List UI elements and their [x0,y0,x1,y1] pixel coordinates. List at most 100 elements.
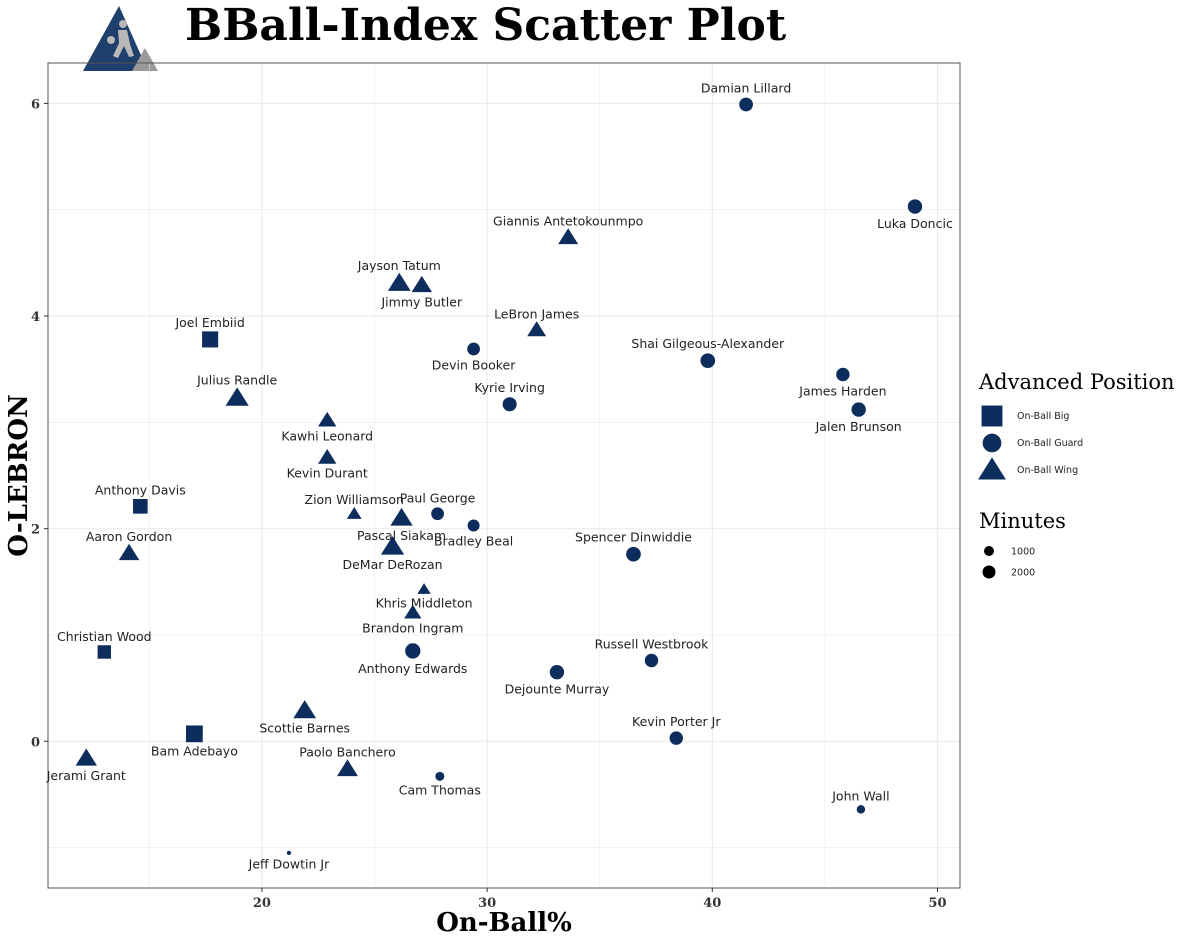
legend-label: On-Ball Big [1017,411,1069,422]
legend-key-circle [982,433,1002,453]
legend-label: On-Ball Guard [1017,438,1083,449]
label-luka-doncic: Luka Doncic [877,216,953,231]
point-jerami-grant [75,748,97,766]
point-shai-gilgeous-alexander [700,353,716,369]
point-jimmy-butler [411,275,433,293]
point-pascal-siakam [390,507,413,526]
y-axis-title: O-LEBRON [4,394,34,557]
label-jerami-grant: Jerami Grant [46,768,126,783]
y-tick-label: 0 [31,735,40,750]
point-jeff-dowtin-jr [286,850,292,856]
label-james-harden: James Harden [798,383,886,398]
label-brandon-ingram: Brandon Ingram [362,620,463,635]
label-kevin-durant: Kevin Durant [287,466,368,481]
grid-lines [48,63,960,888]
label-russell-westbrook: Russell Westbrook [595,637,710,652]
label-giannis-antetokounmpo: Giannis Antetokounmpo [493,213,643,228]
legend-size-key [982,565,996,579]
point-kevin-porter-jr [669,731,683,745]
label-kevin-porter-jr: Kevin Porter Jr [632,714,721,729]
point-luka-doncic [907,199,923,214]
data-points [75,97,923,856]
logo-grey-triangle [132,48,158,71]
label-jayson-tatum: Jayson Tatum [357,258,441,273]
x-axis-title: On-Ball% [436,908,572,938]
chart-title: BBall-Index Scatter Plot [185,0,787,51]
x-tick-label: 30 [478,896,496,911]
point-russell-westbrook [644,653,659,668]
point-julius-randle [225,387,249,406]
point-paolo-banchero [337,759,358,777]
point-damian-lillard [739,97,753,112]
point-kevin-durant [318,449,337,464]
label-cam-thomas: Cam Thomas [399,783,481,798]
label-julius-randle: Julius Randle [196,373,277,388]
legend: Advanced Position On-Ball Big On-Ball Gua… [978,370,1175,579]
label-kyrie-irving: Kyrie Irving [474,380,545,395]
x-tick-label: 50 [928,896,946,911]
y-tick-label: 6 [31,97,40,112]
point-jayson-tatum [387,272,411,291]
x-tick-label: 40 [703,896,721,911]
label-zion-williamson: Zion Williamson [305,492,404,507]
label-shai-gilgeous-alexander: Shai Gilgeous-Alexander [631,336,785,351]
logo-ball [107,36,115,44]
point-giannis-antetokounmpo [558,228,579,245]
point-demar-derozan [380,536,405,555]
label-bradley-beal: Bradley Beal [434,534,513,549]
label-damian-lillard: Damian Lillard [701,80,791,95]
x-tick-label: 20 [253,896,271,911]
label-khris-middleton: Khris Middleton [376,596,473,611]
label-dejounte-murray: Dejounte Murray [505,682,610,697]
point-christian-wood [97,645,112,659]
point-joel-embiid [202,331,219,348]
legend-size-label: 2000 [1011,568,1035,579]
logo-player-head [119,20,127,28]
legend-size-label: 1000 [1011,547,1035,558]
label-paolo-banchero: Paolo Banchero [299,745,396,760]
legend-size-title: Minutes [979,509,1066,533]
label-anthony-davis: Anthony Davis [95,483,186,498]
point-bam-adebayo [185,725,203,743]
point-james-harden [836,367,850,382]
point-khris-middleton [417,583,431,594]
point-jalen-brunson [851,402,866,417]
label-jalen-brunson: Jalen Brunson [815,419,902,434]
label-aaron-gordon: Aaron Gordon [86,529,172,544]
data-labels: Damian Lillard Luka Doncic Giannis Antetok… [46,80,953,871]
label-jimmy-butler: Jimmy Butler [381,294,463,309]
plot-panel [47,62,961,889]
point-anthony-edwards [405,643,421,659]
point-brandon-ingram [404,604,422,619]
point-devin-booker [467,342,480,356]
basketball-player-triangle-logo [83,6,158,71]
label-anthony-edwards: Anthony Edwards [358,661,467,676]
point-aaron-gordon [118,543,140,561]
label-bam-adebayo: Bam Adebayo [151,744,238,759]
legend-shape-title: Advanced Position [978,370,1175,394]
label-christian-wood: Christian Wood [57,629,152,644]
point-spencer-dinwiddie [626,546,641,562]
label-spencer-dinwiddie: Spencer Dinwiddie [575,530,692,545]
label-lebron-james: LeBron James [494,306,579,321]
legend-key-square [981,405,1003,427]
label-jeff-dowtin-jr: Jeff Dowtin Jr [248,856,330,871]
legend-key-triangle [978,457,1006,480]
label-demar-derozan: DeMar DeRozan [342,557,442,572]
label-joel-embiid: Joel Embiid [174,315,244,330]
label-paul-george: Paul George [400,490,476,505]
label-scottie-barnes: Scottie Barnes [259,720,350,735]
point-cam-thomas [435,771,445,781]
label-john-wall: John Wall [831,788,889,803]
y-tick-label: 2 [31,523,40,538]
point-bradley-beal [467,519,480,532]
label-kawhi-leonard: Kawhi Leonard [281,428,373,443]
point-scottie-barnes [293,700,317,719]
point-anthony-davis [133,499,148,514]
axis-ticks: 20 30 40 50 0 2 4 6 [31,97,947,911]
label-pascal-siakam: Pascal Siakam [357,528,446,543]
label-devin-booker: Devin Booker [432,357,516,372]
point-paul-george [431,507,444,521]
point-dejounte-murray [549,664,565,680]
